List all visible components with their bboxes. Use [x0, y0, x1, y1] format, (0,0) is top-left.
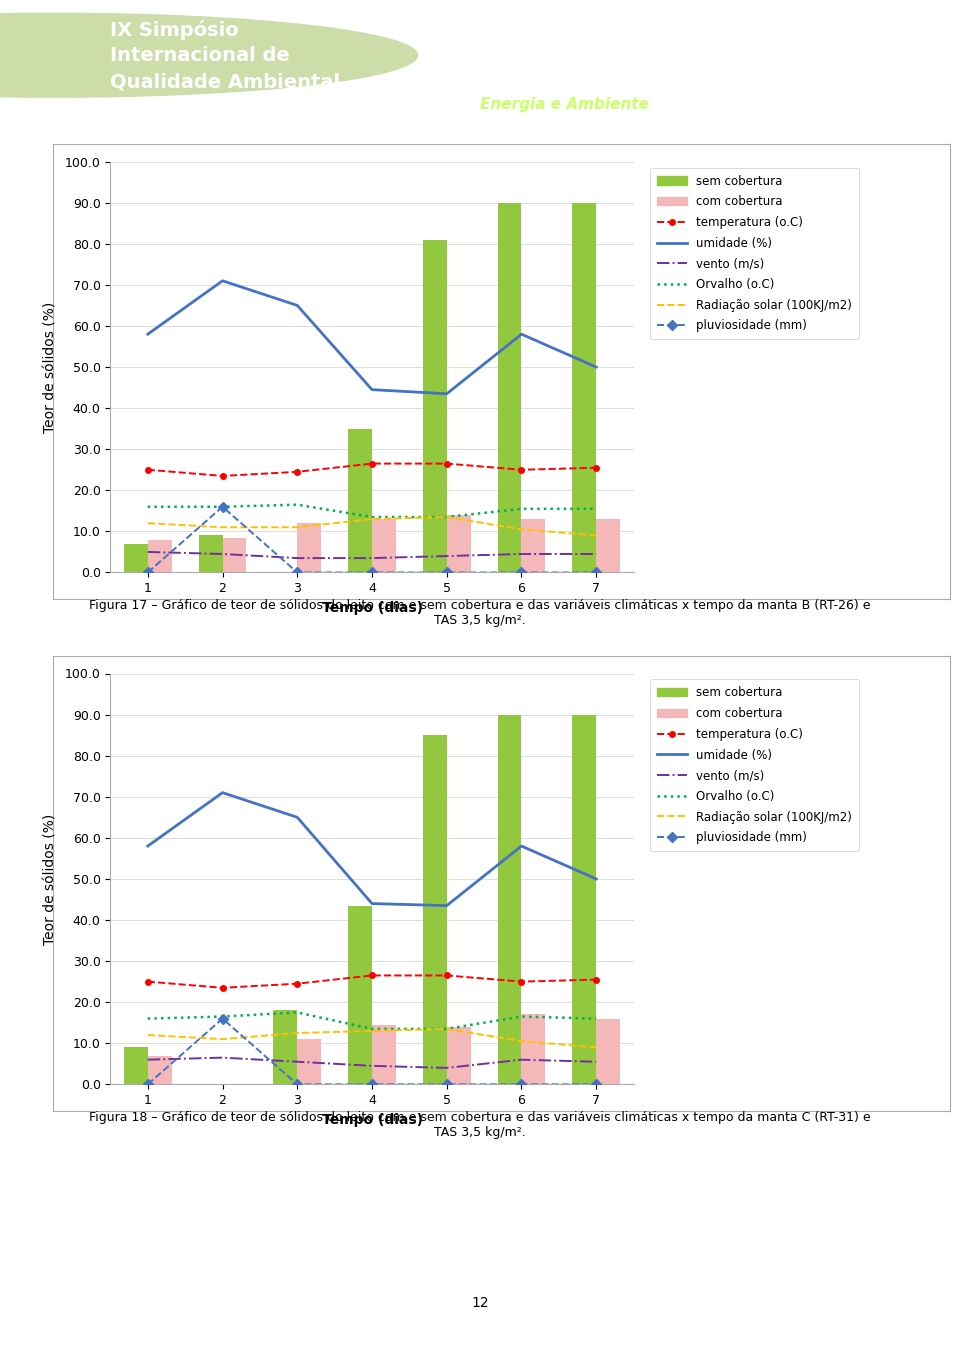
Text: Energia e Ambiente: Energia e Ambiente — [480, 97, 649, 112]
Text: Centro de Eventos | Hotel Plaza São Rafael: Centro de Eventos | Hotel Plaza São Rafa… — [480, 47, 749, 61]
Text: IX Simpósio: IX Simpósio — [110, 20, 239, 40]
Bar — [348, 428, 372, 572]
Y-axis label: Teor de sólidos (%): Teor de sólidos (%) — [44, 302, 58, 432]
Bar — [223, 537, 247, 572]
Bar — [572, 203, 596, 572]
Y-axis label: Teor de sólidos (%): Teor de sólidos (%) — [44, 814, 58, 944]
Bar — [446, 1026, 470, 1084]
Bar — [148, 540, 172, 572]
Text: Figura 17 – Gráfico de teor de sólidos do leito com e sem cobertura e das variáv: Figura 17 – Gráfico de teor de sólidos d… — [89, 599, 871, 628]
Bar — [497, 203, 521, 572]
Bar — [596, 519, 620, 572]
Text: www.abes-rs.org.br/qualidade2014: www.abes-rs.org.br/qualidade2014 — [19, 116, 238, 129]
Bar — [572, 714, 596, 1084]
Bar — [521, 519, 545, 572]
Text: 19 a 21 de maio de 2014: 19 a 21 de maio de 2014 — [480, 20, 710, 38]
Bar — [348, 905, 372, 1084]
Bar — [148, 1056, 172, 1084]
X-axis label: Tempo (dias): Tempo (dias) — [322, 1113, 422, 1126]
Bar — [422, 240, 446, 572]
Legend: sem cobertura, com cobertura, temperatura (o.C), umidade (%), vento (m/s), Orval: sem cobertura, com cobertura, temperatur… — [650, 167, 859, 339]
Legend: sem cobertura, com cobertura, temperatura (o.C), umidade (%), vento (m/s), Orval: sem cobertura, com cobertura, temperatur… — [650, 679, 859, 851]
X-axis label: Tempo (dias): Tempo (dias) — [322, 601, 422, 614]
Circle shape — [0, 13, 418, 97]
Text: Porto Alegre - RS: Porto Alegre - RS — [480, 69, 586, 81]
Text: Qualidade Ambiental: Qualidade Ambiental — [110, 73, 341, 92]
Bar — [199, 536, 223, 572]
Text: 12: 12 — [471, 1296, 489, 1311]
Text: Internacional de: Internacional de — [110, 46, 290, 66]
Bar — [124, 1048, 148, 1084]
Bar — [446, 515, 470, 572]
Bar — [372, 519, 396, 572]
Bar — [497, 714, 521, 1084]
Bar — [422, 735, 446, 1084]
Text: Figura 18 – Gráfico de teor de sólidos do leito com e sem cobertura e das variáv: Figura 18 – Gráfico de teor de sólidos d… — [89, 1111, 871, 1140]
Bar — [521, 1014, 545, 1084]
Bar — [274, 1010, 298, 1084]
Bar — [596, 1018, 620, 1084]
Bar — [298, 523, 322, 572]
Bar — [372, 1025, 396, 1084]
Bar — [298, 1039, 322, 1084]
Bar — [124, 544, 148, 572]
